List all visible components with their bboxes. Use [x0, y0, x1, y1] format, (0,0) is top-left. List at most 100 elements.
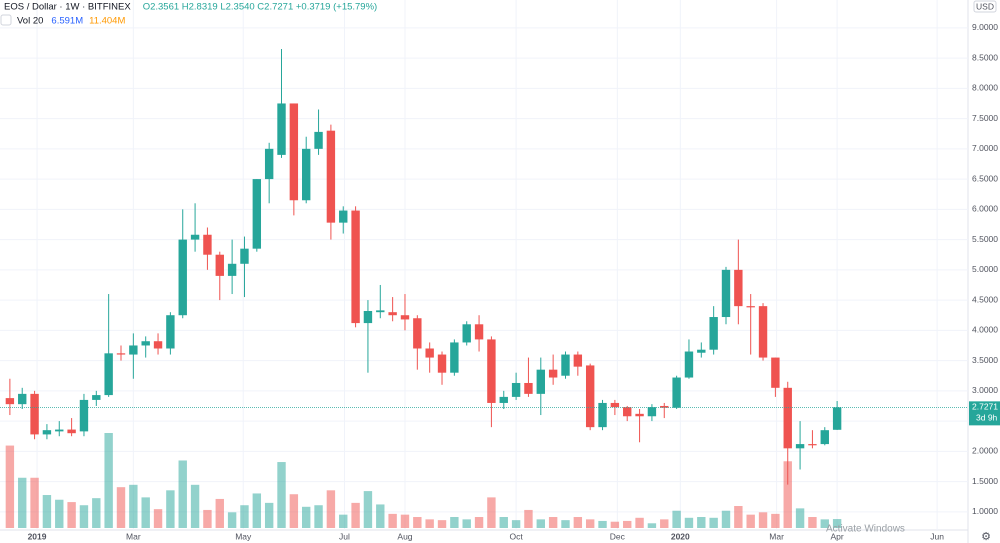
candle-body — [771, 357, 780, 388]
volume-bar — [536, 519, 545, 528]
candle-body — [166, 315, 175, 349]
candle-body — [190, 234, 200, 240]
candle-body — [820, 430, 829, 445]
candle-body — [339, 210, 348, 223]
volume-bar — [289, 494, 299, 528]
volume-bar — [709, 517, 718, 528]
volume-bar — [832, 519, 842, 528]
candle-body — [511, 382, 521, 397]
candle-body — [400, 315, 410, 320]
volume-bar — [721, 510, 731, 528]
y-tick-label: 9.0000 — [972, 22, 998, 32]
volume-bar — [820, 519, 829, 528]
candle-body — [499, 396, 508, 403]
volume-bar — [67, 502, 76, 528]
candle-body — [302, 148, 311, 201]
volume-bar — [363, 491, 373, 528]
candle-body — [30, 393, 39, 435]
collapse-button — [0, 14, 12, 26]
x-tick-label: 2020 — [671, 531, 690, 541]
candle-body — [116, 353, 126, 355]
volume-bar — [499, 517, 508, 528]
x-tick-label: May — [235, 531, 252, 541]
volume-bar — [610, 521, 620, 528]
y-tick-label: 7.0000 — [972, 143, 998, 153]
candle-body — [635, 413, 644, 417]
x-tick-label: Apr — [831, 531, 844, 541]
volume-bar — [351, 502, 360, 528]
candle-body — [289, 103, 299, 201]
volume-bar — [302, 506, 311, 528]
volume-bar — [561, 520, 570, 528]
watermark: Activate Windows — [826, 524, 905, 535]
candle-body — [129, 345, 138, 355]
volume-bar — [30, 477, 39, 528]
y-tick-label: 6.5000 — [972, 173, 998, 183]
candle-body — [450, 342, 459, 373]
volume-bar — [326, 490, 336, 528]
candle-body — [647, 407, 657, 417]
volume-bar — [42, 495, 52, 528]
y-tick-label: 2.0000 — [972, 446, 998, 456]
volume-bar — [746, 514, 755, 528]
volume-bar — [227, 512, 237, 528]
volume-bar — [240, 505, 249, 528]
volume-bar — [5, 445, 15, 528]
x-tick-label: Aug — [397, 531, 412, 541]
volume-bar — [795, 508, 805, 528]
volume-bar — [524, 509, 533, 528]
y-tick-label: 1.0000 — [972, 506, 998, 516]
volume-bar — [215, 498, 224, 528]
volume-bar — [598, 520, 607, 528]
volume-bar — [758, 512, 768, 528]
candle-body — [42, 430, 52, 435]
candle-body — [227, 263, 237, 276]
x-tick-label: Jul — [339, 531, 350, 541]
candle-body — [783, 387, 792, 449]
y-tick-label: 6.0000 — [972, 204, 998, 214]
candle-body — [684, 351, 694, 378]
candle-body — [660, 405, 669, 408]
settings-icon: ⚙ — [981, 531, 991, 543]
candle-body — [351, 210, 360, 324]
volume-bar — [339, 514, 348, 528]
volume-bar — [697, 517, 706, 528]
volume-bar — [474, 517, 484, 528]
candle-body — [92, 395, 101, 400]
volume-bar — [573, 517, 583, 528]
candle-body — [215, 254, 224, 276]
y-tick-label: 4.0000 — [972, 325, 998, 335]
candle-body — [623, 407, 632, 417]
volume-bar — [376, 504, 385, 528]
candle-body — [240, 248, 249, 264]
candle-body — [388, 312, 397, 316]
candle-body — [264, 148, 274, 180]
candle-body — [832, 407, 842, 430]
x-tick-label: 2019 — [28, 531, 47, 541]
x-tick-label: Mar — [769, 531, 784, 541]
candle-body — [178, 239, 187, 316]
volume-bar — [314, 505, 323, 528]
price-axis-bg — [968, 0, 1000, 543]
volume-title: Vol 20 — [17, 16, 43, 27]
candle-body — [697, 349, 706, 353]
last-price-box — [969, 401, 1000, 426]
volume-bar — [413, 517, 422, 528]
volume-bar — [585, 519, 595, 528]
volume-bar — [252, 493, 262, 528]
candle-body — [598, 402, 607, 428]
volume-bar — [462, 519, 471, 528]
y-tick-label: 5.5000 — [972, 234, 998, 244]
volume-bar — [808, 517, 817, 528]
candle-body — [721, 269, 731, 318]
volume-bar — [264, 502, 274, 528]
candle-body — [18, 393, 27, 405]
candle-body — [709, 317, 718, 350]
x-tick-label: Mar — [126, 531, 141, 541]
candle-body — [363, 310, 373, 324]
volume-bar — [141, 497, 150, 528]
volume-bar — [623, 520, 632, 528]
volume-bar — [400, 514, 410, 528]
volume-bar — [178, 460, 187, 528]
candle-body — [758, 306, 768, 358]
